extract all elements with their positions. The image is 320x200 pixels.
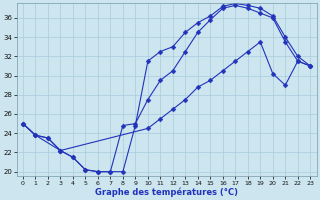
- X-axis label: Graphe des températures (°C): Graphe des températures (°C): [95, 187, 238, 197]
